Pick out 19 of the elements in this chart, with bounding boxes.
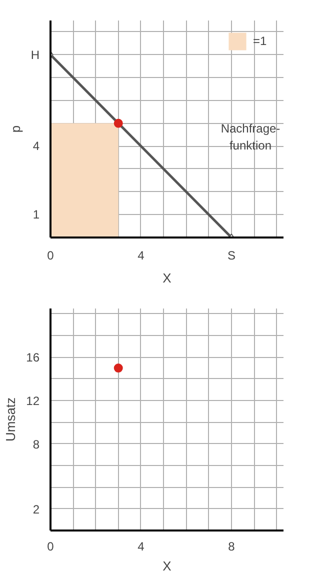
x-tick-label: 0 — [47, 540, 54, 554]
x-axis-title: X — [162, 270, 172, 286]
y-tick-label: 2 — [32, 502, 40, 516]
x-tick-label: 8 — [228, 540, 236, 554]
x-tick-label: 4 — [138, 540, 145, 554]
y-axis-title: Umsatz — [3, 397, 18, 442]
x-tick-label: S — [227, 248, 236, 262]
x-tick-label: 4 — [138, 248, 145, 262]
x-axis-title: X — [162, 558, 172, 574]
y-tick-label: 4 — [32, 139, 40, 154]
y-tick-label: 16 — [26, 350, 40, 365]
legend-label: =1 — [253, 34, 268, 48]
y-axis-title: p — [8, 125, 23, 133]
y-tick-label: 8 — [32, 437, 40, 452]
y-tick-label: 1 — [32, 208, 40, 222]
x-tick-label: 0 — [47, 248, 54, 262]
y-tick-label: H — [30, 48, 40, 62]
y-tick-label: 12 — [26, 394, 40, 408]
annotation: Nachfrage- funktion — [220, 122, 280, 152]
